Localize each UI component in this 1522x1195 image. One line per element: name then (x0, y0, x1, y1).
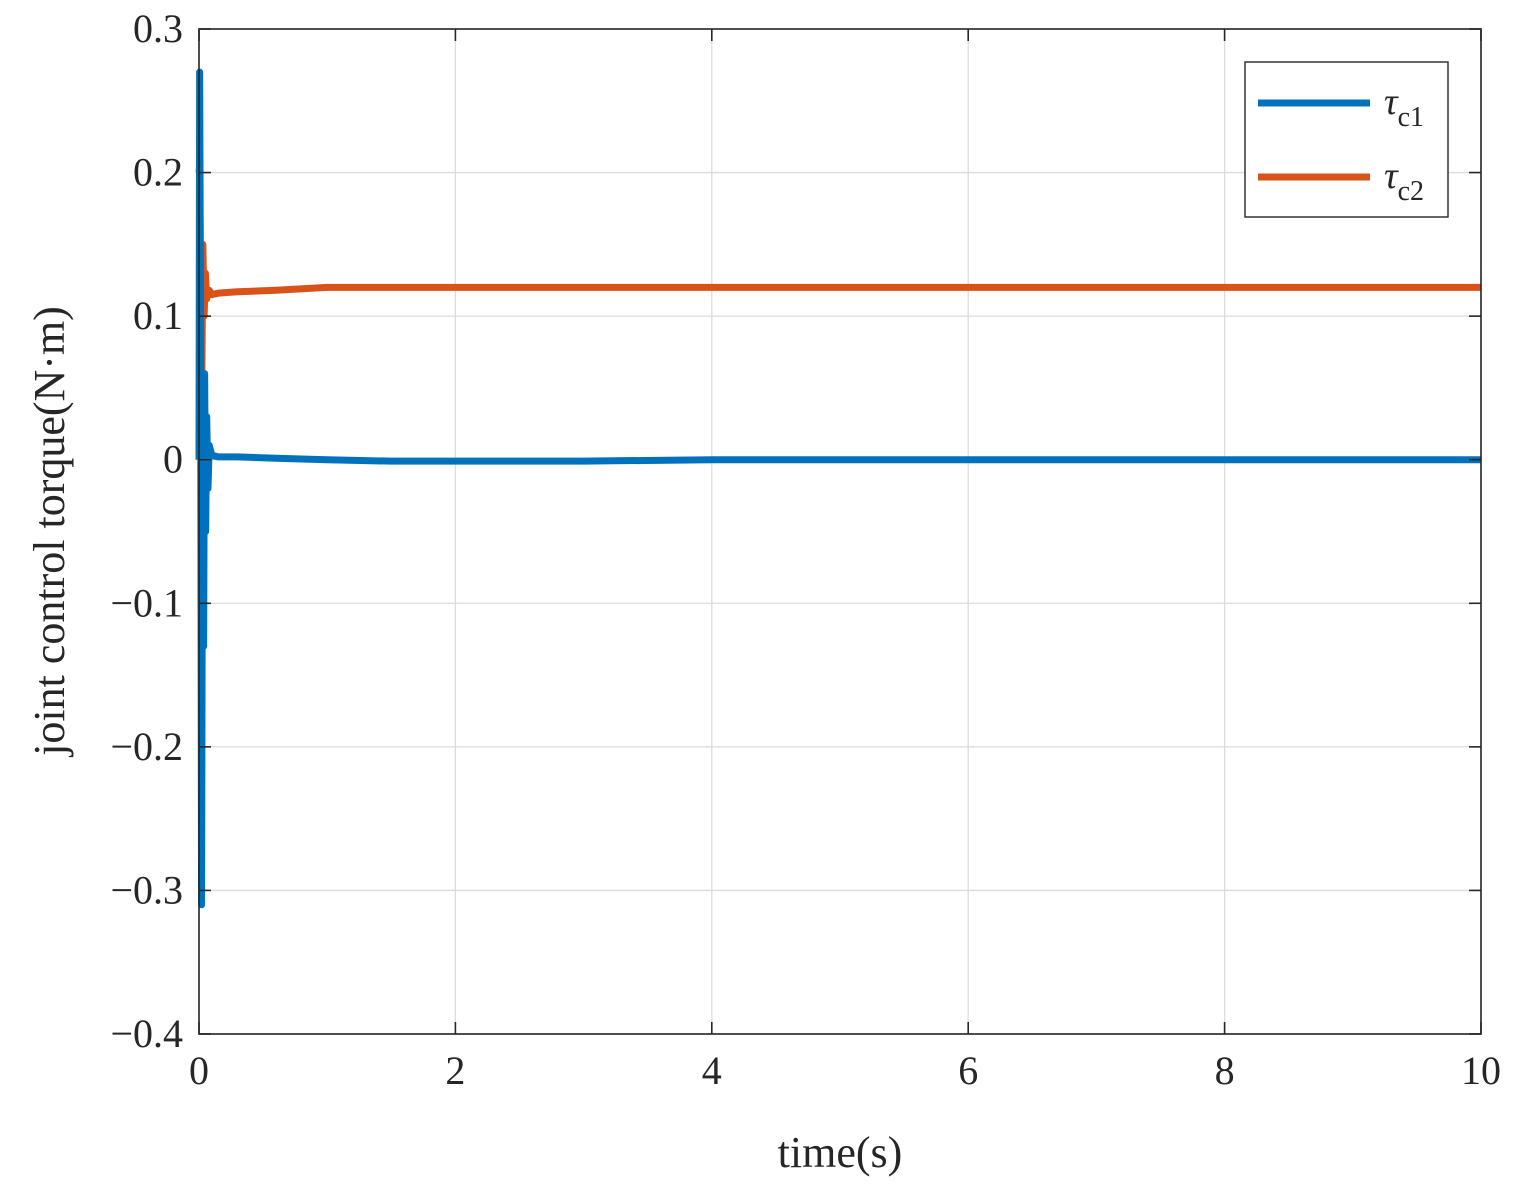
x-axis-label: time(s) (778, 1128, 903, 1177)
x-tick-label: 0 (189, 1048, 209, 1093)
y-axis-label: joint control torque(N·m) (25, 306, 74, 758)
x-tick-label: 2 (445, 1048, 465, 1093)
x-tick-label: 6 (958, 1048, 978, 1093)
tick-labels: 0 2 4 6 8 10 −0.4 −0.3 −0.2 −0.1 0 0.1 0.2 0.3 (110, 6, 1501, 1093)
y-tick-label: −0.2 (110, 724, 183, 769)
y-tick-label: −0.3 (110, 867, 183, 912)
y-tick-label: 0.1 (133, 293, 183, 338)
x-tick-label: 8 (1215, 1048, 1235, 1093)
x-tick-label: 10 (1461, 1048, 1501, 1093)
legend-label-tau-c1: τc1 (1384, 81, 1424, 133)
legend-label-tau-c2: τc2 (1384, 155, 1424, 207)
y-tick-label: −0.4 (110, 1011, 183, 1056)
legend: τc1 τc2 (1244, 61, 1449, 218)
x-tick-label: 4 (702, 1048, 722, 1093)
axis-ticks (198, 28, 1482, 1035)
y-tick-label: 0.2 (133, 150, 183, 195)
legend-label-tau-c2-symbol: τ (1384, 155, 1399, 197)
y-tick-label: 0.3 (133, 6, 183, 51)
y-tick-label: −0.1 (110, 580, 183, 625)
legend-label-tau-c2-subscript: c2 (1398, 176, 1424, 207)
y-tick-label: 0 (163, 437, 183, 482)
plot-frame (198, 28, 1482, 1035)
legend-label-tau-c1-subscript: c1 (1398, 102, 1424, 133)
series-layer (195, 68, 1481, 909)
legend-box (1244, 61, 1449, 218)
series-line-c1 (195, 68, 1481, 909)
legend-label-tau-c1-symbol: τ (1384, 81, 1399, 123)
